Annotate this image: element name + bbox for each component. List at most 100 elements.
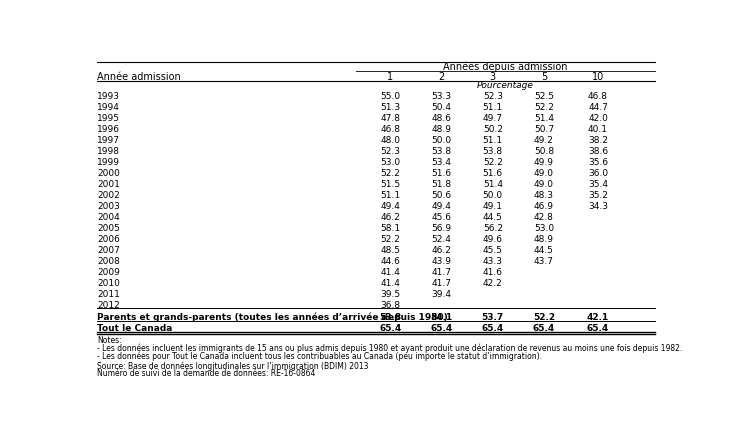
Text: 48.6: 48.6: [432, 114, 451, 123]
Text: 35.4: 35.4: [588, 180, 608, 189]
Text: 48.0: 48.0: [380, 136, 400, 145]
Text: 51.5: 51.5: [380, 180, 401, 189]
Text: Années depuis admission: Années depuis admission: [443, 62, 568, 72]
Text: 50.2: 50.2: [483, 125, 503, 134]
Text: 53.4: 53.4: [432, 158, 451, 167]
Text: 1997: 1997: [98, 136, 120, 145]
Text: 38.6: 38.6: [588, 147, 608, 156]
Text: 2008: 2008: [98, 257, 120, 266]
Text: 34.3: 34.3: [588, 202, 608, 211]
Text: 44.5: 44.5: [483, 213, 503, 222]
Text: 41.7: 41.7: [432, 268, 451, 277]
Text: Numéro de suivi de la demande de données: RE-16-0864: Numéro de suivi de la demande de données…: [98, 369, 316, 378]
Text: 50.0: 50.0: [432, 136, 451, 145]
Text: 43.9: 43.9: [432, 257, 451, 266]
Text: 3: 3: [490, 72, 496, 82]
Text: 2000: 2000: [98, 169, 120, 178]
Text: 40.1: 40.1: [588, 125, 608, 134]
Text: 50.8: 50.8: [534, 147, 554, 156]
Text: 46.2: 46.2: [380, 213, 400, 222]
Text: 65.4: 65.4: [533, 324, 555, 333]
Text: 2012: 2012: [98, 301, 120, 310]
Text: 1999: 1999: [98, 158, 120, 167]
Text: - Les données pour Tout le Canada incluent tous les contribuables au Canada (peu: - Les données pour Tout le Canada inclue…: [98, 351, 542, 361]
Text: 50.6: 50.6: [432, 191, 451, 200]
Text: 5: 5: [541, 72, 547, 82]
Text: 36.0: 36.0: [588, 169, 608, 178]
Text: 44.6: 44.6: [380, 257, 400, 266]
Text: 41.7: 41.7: [432, 279, 451, 288]
Text: 51.6: 51.6: [483, 169, 503, 178]
Text: 41.4: 41.4: [380, 279, 400, 288]
Text: 51.3: 51.3: [380, 103, 401, 112]
Text: 53.3: 53.3: [432, 92, 451, 101]
Text: 53.0: 53.0: [534, 224, 554, 233]
Text: 53.8: 53.8: [432, 147, 451, 156]
Text: 48.9: 48.9: [534, 235, 554, 244]
Text: 49.9: 49.9: [534, 158, 554, 167]
Text: Parents et grands-parents (toutes les années d’arrivée depuis 1980): Parents et grands-parents (toutes les an…: [98, 312, 448, 322]
Text: 50.7: 50.7: [534, 125, 554, 134]
Text: 43.3: 43.3: [483, 257, 503, 266]
Text: 35.2: 35.2: [588, 191, 608, 200]
Text: 49.0: 49.0: [534, 169, 554, 178]
Text: 56.2: 56.2: [483, 224, 503, 233]
Text: 54.1: 54.1: [430, 313, 453, 322]
Text: 56.9: 56.9: [432, 224, 451, 233]
Text: 41.6: 41.6: [483, 268, 503, 277]
Text: 45.6: 45.6: [432, 213, 451, 222]
Text: 49.7: 49.7: [483, 114, 503, 123]
Text: Pourcentage: Pourcentage: [477, 81, 534, 90]
Text: 1: 1: [388, 72, 393, 82]
Text: 52.2: 52.2: [533, 313, 555, 322]
Text: 2002: 2002: [98, 191, 120, 200]
Text: 52.5: 52.5: [534, 92, 554, 101]
Text: Année admission: Année admission: [98, 72, 181, 82]
Text: 65.4: 65.4: [482, 324, 504, 333]
Text: 2004: 2004: [98, 213, 120, 222]
Text: 46.9: 46.9: [534, 202, 554, 211]
Text: 46.8: 46.8: [380, 125, 400, 134]
Text: 42.8: 42.8: [534, 213, 554, 222]
Text: 65.4: 65.4: [587, 324, 609, 333]
Text: 50.4: 50.4: [432, 103, 451, 112]
Text: 1996: 1996: [98, 125, 120, 134]
Text: 58.1: 58.1: [380, 224, 401, 233]
Text: 52.3: 52.3: [483, 92, 503, 101]
Text: 53.8: 53.8: [483, 147, 503, 156]
Text: 35.6: 35.6: [588, 158, 608, 167]
Text: 49.2: 49.2: [534, 136, 554, 145]
Text: 51.1: 51.1: [380, 191, 401, 200]
Text: 2010: 2010: [98, 279, 120, 288]
Text: 36.8: 36.8: [380, 301, 401, 310]
Text: 46.2: 46.2: [432, 246, 451, 255]
Text: 1998: 1998: [98, 147, 120, 156]
Text: 48.9: 48.9: [432, 125, 451, 134]
Text: 48.5: 48.5: [380, 246, 400, 255]
Text: 52.2: 52.2: [380, 169, 400, 178]
Text: 44.5: 44.5: [534, 246, 554, 255]
Text: 10: 10: [592, 72, 604, 82]
Text: 49.6: 49.6: [483, 235, 503, 244]
Text: 46.8: 46.8: [588, 92, 608, 101]
Text: 2009: 2009: [98, 268, 120, 277]
Text: 2005: 2005: [98, 224, 120, 233]
Text: Source: Base de données longitudinales sur l’immigration (BDIM) 2013: Source: Base de données longitudinales s…: [98, 361, 369, 371]
Text: 38.2: 38.2: [588, 136, 608, 145]
Text: 65.4: 65.4: [379, 324, 401, 333]
Text: 42.0: 42.0: [588, 114, 608, 123]
Text: 51.1: 51.1: [483, 136, 503, 145]
Text: 49.0: 49.0: [534, 180, 554, 189]
Text: 52.2: 52.2: [380, 235, 400, 244]
Text: 55.0: 55.0: [380, 92, 401, 101]
Text: 2: 2: [438, 72, 445, 82]
Text: 52.2: 52.2: [483, 158, 503, 167]
Text: 51.6: 51.6: [432, 169, 451, 178]
Text: 49.1: 49.1: [483, 202, 503, 211]
Text: Tout le Canada: Tout le Canada: [98, 324, 172, 333]
Text: 39.4: 39.4: [432, 290, 451, 299]
Text: 51.4: 51.4: [534, 114, 554, 123]
Text: 2003: 2003: [98, 202, 120, 211]
Text: 2001: 2001: [98, 180, 120, 189]
Text: Notes:: Notes:: [98, 336, 122, 345]
